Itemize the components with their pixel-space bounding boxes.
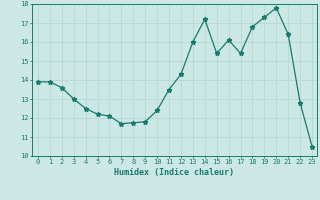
X-axis label: Humidex (Indice chaleur): Humidex (Indice chaleur) [115, 168, 234, 177]
